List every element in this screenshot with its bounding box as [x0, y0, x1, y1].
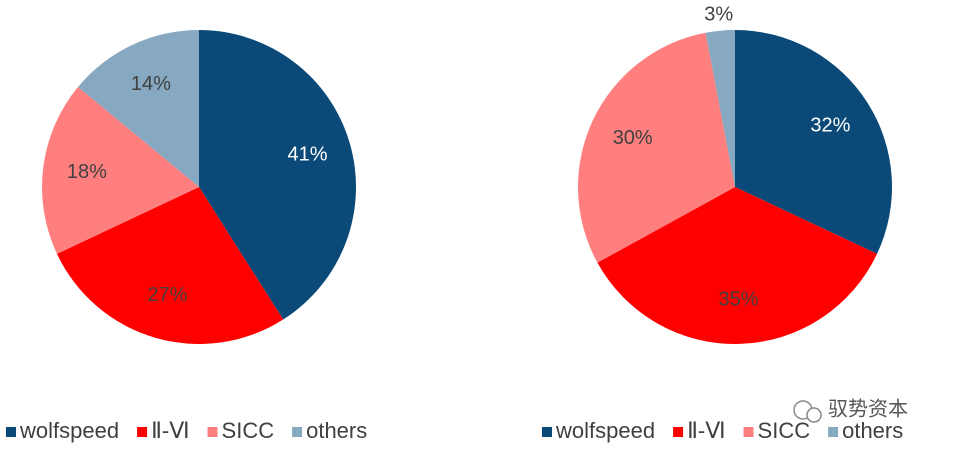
legend-label: Ⅱ-Ⅵ — [687, 418, 725, 443]
legend-label: others — [842, 418, 903, 443]
pie-slice — [735, 30, 892, 254]
legend-swatch — [542, 427, 552, 437]
pie-slice — [578, 32, 735, 263]
data-label: 35% — [719, 288, 759, 310]
legend-swatch — [6, 427, 16, 437]
legend-swatch — [743, 427, 754, 437]
pie-slice — [705, 30, 735, 187]
legend-label: SICC — [758, 418, 811, 443]
pie-slice — [597, 187, 878, 344]
data-label: 18% — [67, 161, 107, 183]
pie-slice — [56, 187, 284, 344]
legend-swatch — [207, 427, 218, 437]
watermark-icon — [806, 407, 822, 423]
data-label: 3% — [704, 3, 733, 25]
watermark: 驭势资本 — [793, 397, 908, 423]
legend-label: Ⅱ-Ⅵ — [151, 418, 189, 443]
data-label: 30% — [613, 127, 653, 149]
legend-label: SICC — [222, 418, 275, 443]
data-label: 14% — [131, 73, 171, 95]
legend-swatch — [292, 427, 303, 437]
watermark-text: 驭势资本 — [828, 397, 908, 420]
legend-swatch — [137, 427, 148, 437]
pie-slice — [78, 29, 199, 187]
data-label: 32% — [810, 115, 850, 137]
data-label: 27% — [147, 284, 187, 306]
pie-slice — [42, 86, 199, 254]
legend-label: others — [306, 418, 367, 443]
legend-swatch — [673, 427, 684, 437]
pie-slice — [199, 30, 356, 320]
legend-swatch — [828, 427, 839, 437]
legend-label: wolfspeed — [555, 418, 655, 443]
data-label: 41% — [288, 144, 328, 166]
legend-label: wolfspeed — [19, 418, 119, 443]
